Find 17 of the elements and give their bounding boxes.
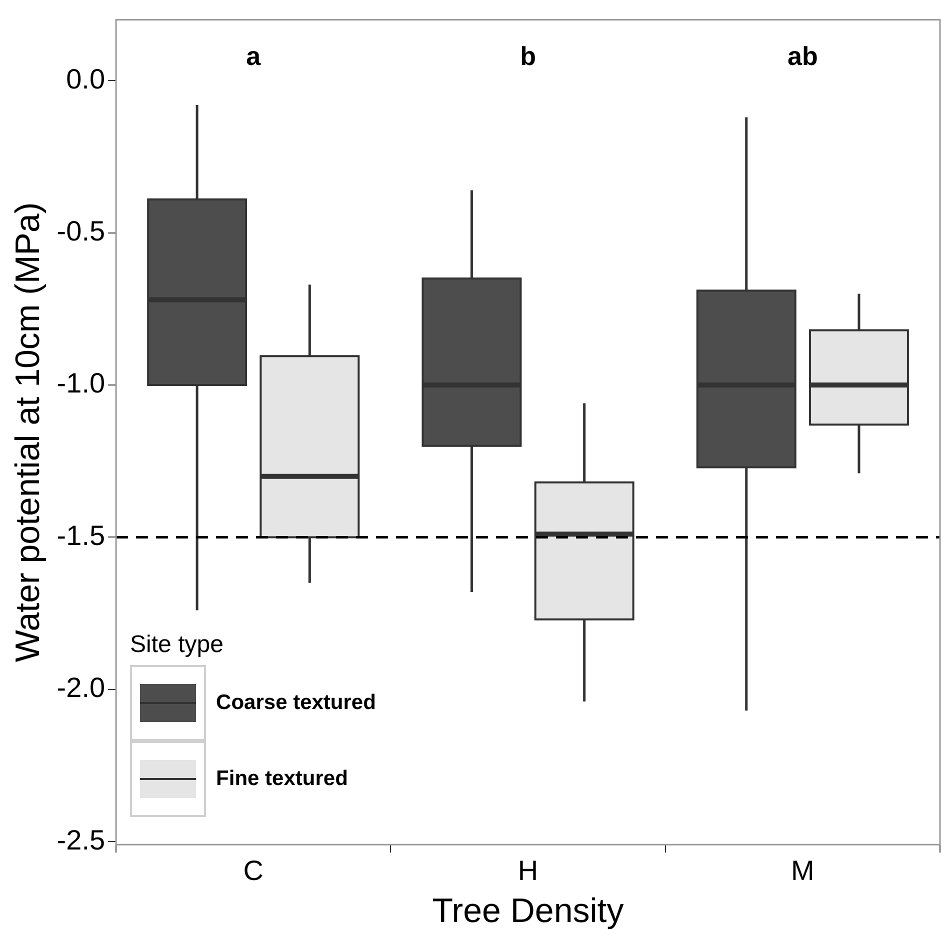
annotation: b bbox=[520, 40, 536, 71]
legend-title: Site type bbox=[130, 630, 224, 659]
y-tick-label: -2.0 bbox=[56, 672, 106, 704]
legend-label: Fine textured bbox=[216, 766, 348, 791]
legend-label: Coarse textured bbox=[216, 690, 376, 715]
x-tick-label: C bbox=[243, 855, 264, 886]
x-tick-label: H bbox=[518, 855, 538, 886]
y-tick-label: 0.0 bbox=[66, 63, 106, 94]
annotation: ab bbox=[788, 40, 818, 71]
y-axis-title: Water potential at 10cm (MPa) bbox=[8, 202, 47, 662]
annotation: a bbox=[246, 40, 262, 71]
y-tick-label: -1.5 bbox=[56, 520, 106, 551]
x-axis-title: Tree Density bbox=[432, 892, 624, 930]
y-tick-label: -2.5 bbox=[56, 824, 106, 856]
y-tick-label: -1.0 bbox=[56, 368, 106, 399]
y-tick-label: -0.5 bbox=[56, 216, 106, 247]
x-tick-label: M bbox=[791, 855, 814, 886]
